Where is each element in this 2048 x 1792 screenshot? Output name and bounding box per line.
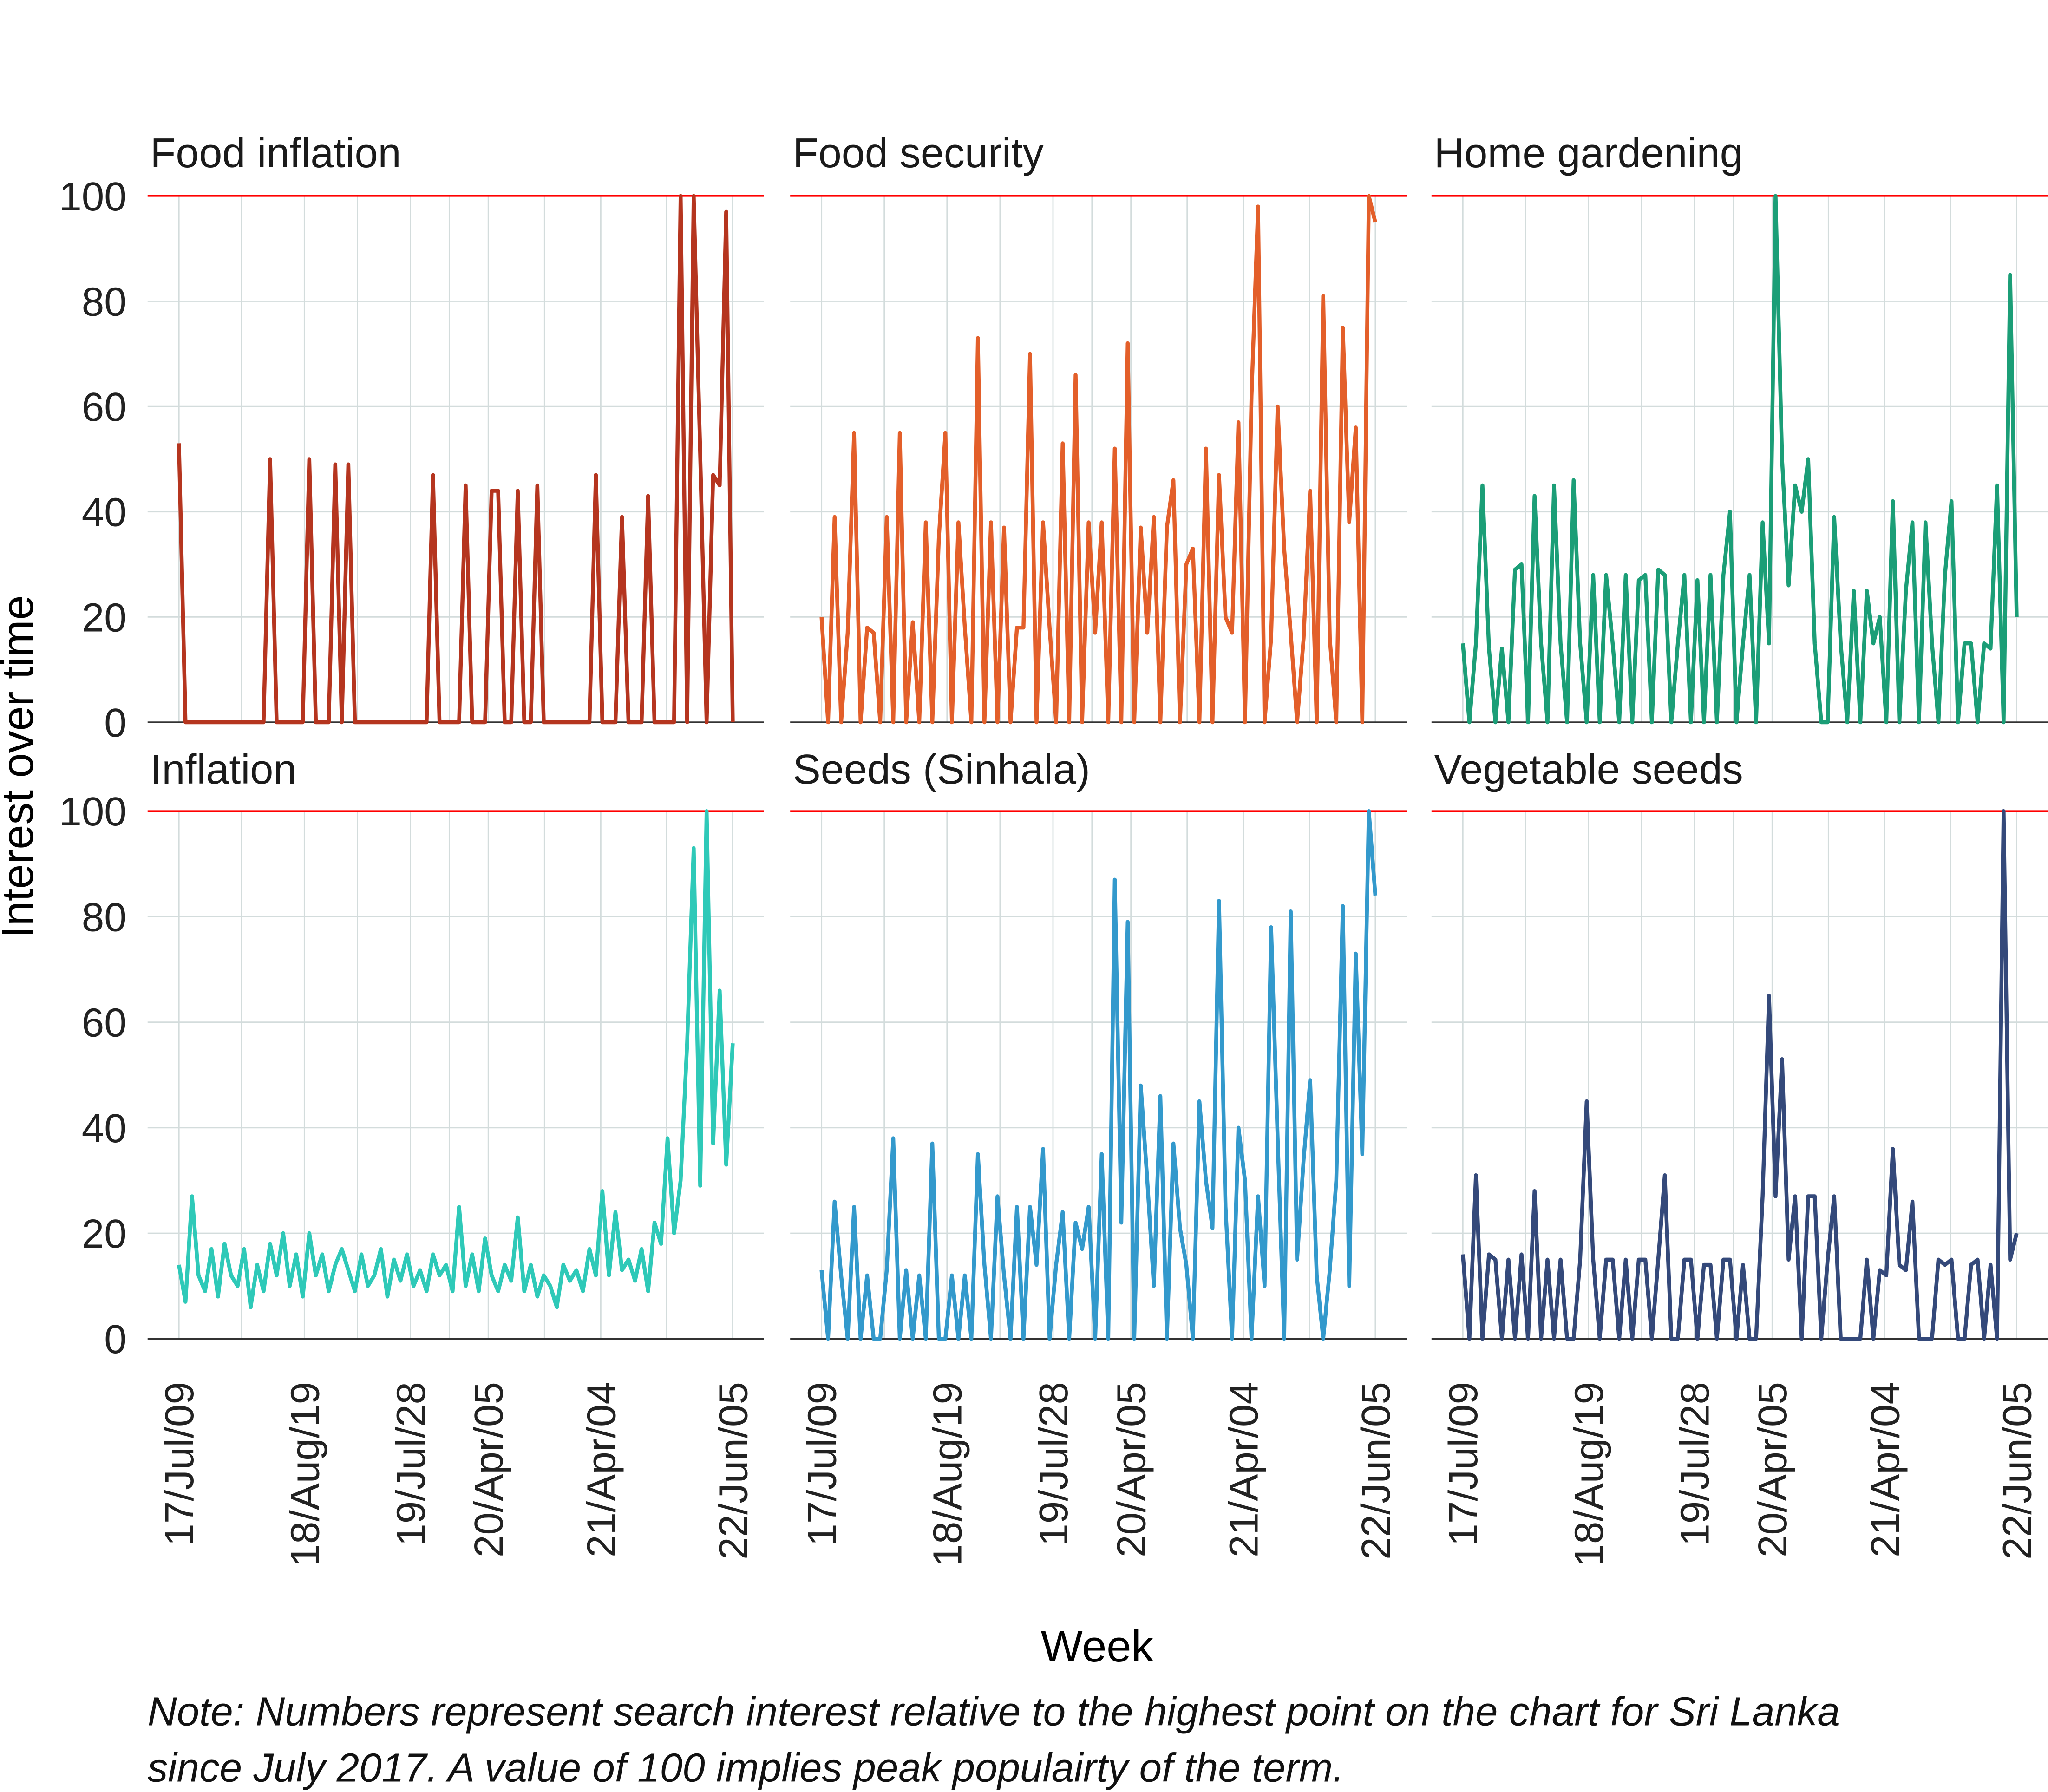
panel-title: Seeds (Sinhala) <box>793 746 1090 793</box>
x-tick-label: 21/Apr/04 <box>579 1382 624 1557</box>
series-line <box>819 809 1378 1341</box>
series-line <box>1461 194 2019 725</box>
note-line-2: since July 2017. A value of 100 implies … <box>148 1745 1344 1790</box>
x-tick-label: 18/Aug/19 <box>282 1382 327 1566</box>
x-tick-label: 21/Apr/04 <box>1863 1382 1908 1557</box>
x-tick-label: 17/Jul/09 <box>157 1382 202 1546</box>
note-line-1: Note: Numbers represent search interest … <box>148 1689 1840 1734</box>
x-tick-label: 20/Apr/05 <box>1750 1382 1795 1557</box>
panel-vegetable-seeds: Vegetable seeds 17/Jul/09 18/Aug/19 19/Jul/… <box>1431 746 2048 1566</box>
x-axis-title: Week <box>1041 1622 1154 1671</box>
y-tick-label: 0 <box>104 1317 126 1362</box>
panel-food-security: Food security <box>790 130 1407 725</box>
y-tick-label: 100 <box>59 174 126 219</box>
panels: 0 20 40 60 80 100 Food inflation Food security H… <box>59 130 2048 1566</box>
x-tick-label: 19/Jul/28 <box>388 1382 433 1546</box>
series-line <box>177 809 735 1309</box>
y-tick-label: 100 <box>59 789 126 834</box>
panel-inflation: 0 20 40 60 80 100 Inflation 17/Jul/09 18/Aug/19 1… <box>59 746 764 1566</box>
panel-title: Vegetable seeds <box>1434 746 1743 793</box>
y-tick-label: 80 <box>82 895 127 940</box>
y-tick-label: 0 <box>104 700 126 746</box>
y-tick-label: 40 <box>82 490 127 535</box>
x-tick-label: 19/Jul/28 <box>1673 1382 1718 1546</box>
panel-title: Food security <box>793 130 1044 177</box>
y-tick-label: 20 <box>82 595 127 640</box>
y-tick-label: 80 <box>82 279 127 324</box>
panel-home-gardening: Home gardening <box>1431 130 2048 725</box>
panel-food-inflation: 0 20 40 60 80 100 Food inflation <box>59 130 764 746</box>
x-tick-label: 22/Jun/05 <box>711 1382 756 1560</box>
series-line <box>1461 809 2019 1341</box>
y-tick-label: 60 <box>82 385 127 430</box>
x-tick-label: 17/Jul/09 <box>1441 1382 1486 1546</box>
panel-title: Home gardening <box>1434 130 1743 177</box>
series-line <box>177 194 735 725</box>
x-tick-label: 21/Apr/04 <box>1222 1382 1267 1557</box>
y-tick-label: 60 <box>82 1001 127 1046</box>
x-tick-label: 18/Aug/19 <box>925 1382 970 1566</box>
x-tick-label: 19/Jul/28 <box>1031 1382 1076 1546</box>
series-line <box>819 194 1377 725</box>
x-tick-label: 22/Jun/05 <box>1995 1382 2040 1560</box>
y-axis-title: Interest over time <box>0 595 42 938</box>
y-tick-label: 20 <box>82 1211 127 1256</box>
x-tick-label: 18/Aug/19 <box>1566 1382 1611 1566</box>
y-tick-label: 40 <box>82 1106 127 1151</box>
panel-seeds-sinhala-: Seeds (Sinhala) 17/Jul/09 18/Aug/19 19/Jul/… <box>790 746 1407 1566</box>
x-tick-label: 20/Apr/05 <box>466 1382 511 1557</box>
panel-title: Food inflation <box>150 130 401 177</box>
x-tick-label: 20/Apr/05 <box>1109 1382 1154 1557</box>
x-tick-label: 17/Jul/09 <box>800 1382 845 1546</box>
x-tick-label: 22/Jun/05 <box>1354 1382 1399 1560</box>
panel-title: Inflation <box>150 746 296 793</box>
